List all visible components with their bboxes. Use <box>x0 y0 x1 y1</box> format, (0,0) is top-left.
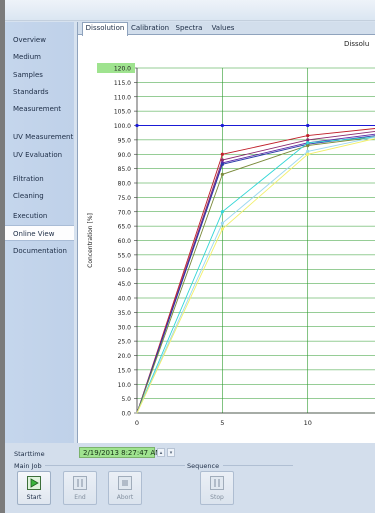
start-button[interactable]: Start <box>17 471 51 505</box>
y-tick-label: 110.0 <box>114 94 131 101</box>
y-tick-label: 115.0 <box>114 80 131 87</box>
y-tick-label: 35.0 <box>118 310 132 317</box>
sidebar-item-online-view[interactable]: Online View <box>5 225 74 241</box>
series-line-3 <box>136 130 375 414</box>
series-point <box>220 227 224 231</box>
tab-calibration[interactable]: Calibration <box>130 24 170 32</box>
starttime-spin-down[interactable]: ▾ <box>167 448 175 457</box>
series-line-7 <box>136 136 375 414</box>
y-axis-title: Concentration [%] <box>87 213 94 268</box>
pause-icon <box>73 476 87 490</box>
y-tick-label: 30.0 <box>118 324 132 331</box>
y-tick-label: 10.0 <box>118 382 132 389</box>
y-tick-label: 70.0 <box>118 209 132 216</box>
tab-spectra[interactable]: Spectra <box>175 24 203 32</box>
sidebar-item-overview[interactable]: Overview <box>13 36 46 44</box>
y-tick-label: 60.0 <box>118 238 132 245</box>
online-view-panel: Dissolution Calibration Spectra Values D… <box>77 22 375 443</box>
y-tick-label: 65.0 <box>118 224 132 231</box>
sidebar-item-measurement[interactable]: Measurement <box>13 105 62 113</box>
y-tick-label: 80.0 <box>118 181 132 188</box>
series-line-9 <box>136 138 375 414</box>
y-tick-label: 85.0 <box>118 166 132 173</box>
starttime-spin-up[interactable]: ▴ <box>157 448 165 457</box>
y-tick-label: 15.0 <box>118 367 132 374</box>
series-point <box>220 221 224 225</box>
y-tick-label: 25.0 <box>118 339 132 346</box>
series-point <box>220 172 224 176</box>
series-line-6 <box>136 136 375 414</box>
x-tick-label: 0 <box>135 419 139 427</box>
y-tick-label: 100.0 <box>114 123 131 130</box>
y-tick-highlight <box>97 63 135 73</box>
y-tick-label: 120.0 <box>114 66 131 73</box>
series-point <box>306 123 310 128</box>
sequence-label: Sequence <box>187 462 220 470</box>
sidebar-item-execution[interactable]: Execution <box>13 212 48 220</box>
y-tick-label: 5.0 <box>121 396 131 403</box>
end-button-label: End <box>74 494 86 501</box>
pause-icon <box>210 476 224 490</box>
series-point <box>306 133 310 138</box>
y-tick-label: 90.0 <box>118 152 132 159</box>
y-tick-label: 20.0 <box>118 353 132 360</box>
starttime-label: Starttime <box>14 450 45 458</box>
app-window: Overview Medium Samples Standards Measur… <box>5 0 375 513</box>
series-point <box>220 162 224 166</box>
tab-values[interactable]: Values <box>211 24 235 32</box>
series-point <box>306 144 310 148</box>
sidebar-item-standards[interactable]: Standards <box>13 88 49 96</box>
y-tick-label: 105.0 <box>114 109 131 116</box>
y-tick-label: 45.0 <box>118 281 132 288</box>
end-button[interactable]: End <box>63 471 97 505</box>
abort-button[interactable]: Abort <box>108 471 142 505</box>
dissolution-chart: 120.0115.0110.0105.0100.095.090.085.080.… <box>87 63 375 427</box>
series-point <box>135 123 139 128</box>
sidebar-item-uv-evaluation[interactable]: UV Evaluation <box>13 151 63 159</box>
series-point <box>220 123 224 128</box>
y-tick-label: 0.0 <box>121 411 131 418</box>
sidebar-item-uv-measurement[interactable]: UV Measurement <box>13 133 74 141</box>
title-bar <box>5 0 375 21</box>
chart-title: Dissolu <box>344 40 370 48</box>
y-tick-label: 50.0 <box>118 267 132 274</box>
series-point <box>306 149 310 153</box>
x-tick-label: 10 <box>304 419 312 427</box>
main-job-label: Main Job <box>14 462 42 470</box>
series-point <box>306 141 310 145</box>
series-point <box>306 152 310 156</box>
start-button-label: Start <box>26 494 42 501</box>
sidebar-item-samples[interactable]: Samples <box>13 71 43 79</box>
x-tick-label: 5 <box>220 419 224 427</box>
y-tick-label: 55.0 <box>118 252 132 259</box>
stop-square-icon <box>118 476 132 490</box>
job-control-bar: Starttime Main Job Sequence <box>5 443 375 513</box>
sidebar-item-filtration[interactable]: Filtration <box>13 175 44 183</box>
series-point <box>220 210 224 214</box>
abort-button-label: Abort <box>116 494 134 501</box>
sidebar-item-cleaning[interactable]: Cleaning <box>13 192 44 200</box>
stop-button-label: Stop <box>210 494 224 501</box>
series-point <box>306 138 310 142</box>
sidebar: Overview Medium Samples Standards Measur… <box>5 22 74 443</box>
series-point <box>220 152 224 156</box>
y-tick-label: 75.0 <box>118 195 132 202</box>
starttime-field[interactable]: 2/19/2013 8:27:47 AM <box>79 447 161 458</box>
y-tick-label: 95.0 <box>118 137 132 144</box>
series-line-8 <box>136 136 375 414</box>
tab-dissolution[interactable]: Dissolution <box>82 22 128 36</box>
series-point <box>220 158 224 162</box>
play-icon <box>27 476 41 490</box>
series-line-2 <box>136 128 375 414</box>
main-job-divider <box>45 465 185 466</box>
sequence-stop-button[interactable]: Stop <box>200 471 234 505</box>
sequence-divider <box>223 465 293 466</box>
sidebar-item-medium[interactable]: Medium <box>13 53 41 61</box>
sidebar-item-documentation[interactable]: Documentation <box>13 247 67 255</box>
tab-strip: Dissolution Calibration Spectra Values <box>78 22 375 36</box>
y-tick-label: 40.0 <box>118 296 132 303</box>
